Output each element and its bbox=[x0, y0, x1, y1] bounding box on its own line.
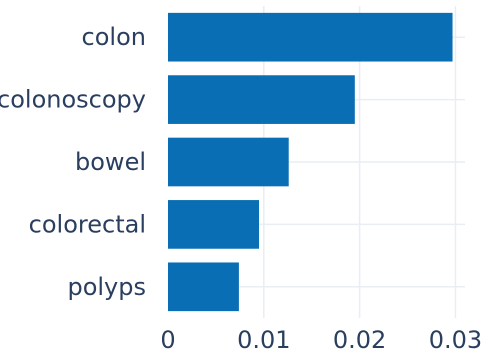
bars bbox=[168, 12, 453, 312]
bar-bowel bbox=[168, 137, 289, 187]
y-axis-tick-labels: colon colonoscopy bowel colorectal polyps bbox=[0, 23, 146, 301]
x-tick-label: 0.01 bbox=[237, 326, 290, 353]
y-tick-label: bowel bbox=[75, 148, 146, 176]
y-tick-label: colon bbox=[82, 23, 146, 51]
y-tick-label: colonoscopy bbox=[0, 86, 146, 114]
x-axis-tick-labels: 0 0.01 0.02 0.03 bbox=[160, 326, 482, 353]
bar-colon bbox=[168, 12, 453, 62]
x-tick-label: 0 bbox=[160, 326, 175, 353]
x-tick-label: 0.03 bbox=[429, 326, 482, 353]
bar-polyps bbox=[168, 262, 239, 312]
bar-colorectal bbox=[168, 200, 260, 249]
y-tick-label: polyps bbox=[67, 273, 146, 301]
bar-colonoscopy bbox=[168, 75, 355, 124]
y-tick-label: colorectal bbox=[29, 210, 146, 238]
x-tick-label: 0.02 bbox=[333, 326, 386, 353]
